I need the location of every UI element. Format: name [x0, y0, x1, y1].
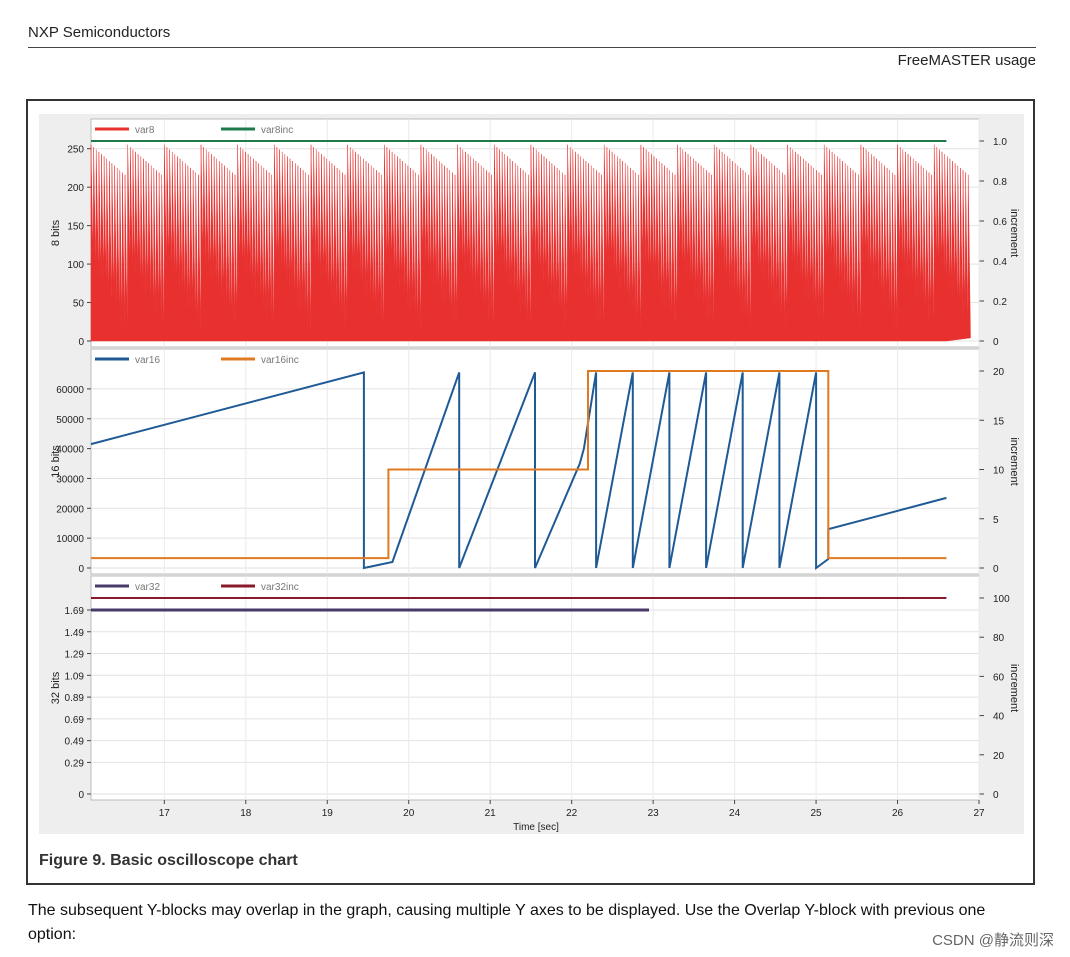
y-tick-label: 40000 [56, 445, 84, 456]
series-var16 [90, 371, 947, 570]
y-tick-label: 150 [67, 222, 84, 233]
legend-label-var32: var32 [135, 582, 160, 593]
y2-tick-label: 10 [993, 466, 1005, 477]
y-tick-label: 0.89 [65, 693, 85, 704]
y-tick-label: 0 [78, 564, 84, 575]
series-var8 [90, 144, 971, 342]
y2-tick-label: 100 [993, 594, 1010, 605]
x-tick-label: 23 [648, 808, 660, 819]
header-company: NXP Semiconductors [28, 24, 171, 41]
y2-tick-label: 0.6 [993, 217, 1007, 228]
y2-tick-label: 20 [993, 367, 1005, 378]
y-tick-label: 1.29 [65, 650, 85, 661]
y-tick-label: 100 [67, 260, 84, 271]
y2-tick-label: 1.0 [993, 137, 1007, 148]
y-tick-label: 200 [67, 183, 84, 194]
x-tick-label: 25 [811, 808, 823, 819]
y2-tick-label: 5 [993, 515, 999, 526]
y2-axis-label: increment [1008, 664, 1020, 712]
y2-tick-label: 0 [993, 564, 999, 575]
y-tick-label: 10000 [56, 534, 84, 545]
series-var16inc [91, 370, 947, 560]
y2-tick-label: 40 [993, 712, 1005, 723]
y2-tick-label: 20 [993, 751, 1005, 762]
y-axis-label: 8 bits [50, 219, 62, 246]
y-tick-label: 30000 [56, 474, 84, 485]
x-tick-label: 21 [485, 808, 497, 819]
y2-tick-label: 15 [993, 416, 1005, 427]
x-tick-label: 17 [159, 808, 171, 819]
x-tick-label: 22 [566, 808, 578, 819]
y-tick-label: 1.69 [65, 606, 85, 617]
figure-caption: Figure 9. Basic oscilloscope chart [39, 852, 298, 869]
legend-label-var16: var16 [135, 355, 160, 366]
x-tick-label: 19 [322, 808, 334, 819]
y2-axis-label: increment [1008, 437, 1020, 485]
y2-tick-label: 0.8 [993, 177, 1007, 188]
y2-tick-label: 80 [993, 633, 1005, 644]
y-tick-label: 50000 [56, 415, 84, 426]
x-tick-label: 24 [729, 808, 741, 819]
x-axis-label: Time [sec] [513, 822, 559, 833]
y2-tick-label: 0.2 [993, 297, 1007, 308]
oscilloscope-chart: 0 50 100 150 200 250 0 0.2 0.4 0.6 0.8 1.0 8 bits inc… [39, 114, 1024, 834]
y-tick-label: 60000 [56, 385, 84, 396]
y-tick-label: 0.49 [65, 737, 85, 748]
x-tick-label: 18 [240, 808, 252, 819]
x-tick-label: 20 [403, 808, 415, 819]
y2-tick-label: 0.4 [993, 257, 1007, 268]
y-tick-label: 0.69 [65, 715, 85, 726]
y-tick-label: 1.09 [65, 671, 85, 682]
y-axis-label: 32 bits [50, 671, 62, 704]
y-axis-label: 16 bits [50, 445, 62, 478]
legend-label-var32inc: var32inc [261, 582, 299, 593]
header-section: FreeMASTER usage [897, 52, 1036, 69]
y-tick-label: 0.29 [65, 758, 85, 769]
watermark: CSDN @静流则深 [932, 932, 1054, 949]
x-tick-label: 27 [973, 808, 985, 819]
y-tick-label: 250 [67, 145, 84, 156]
figure-box: 0 50 100 150 200 250 0 0.2 0.4 0.6 0.8 1.0 8 bits inc… [26, 99, 1035, 885]
y2-tick-label: 60 [993, 672, 1005, 683]
y-tick-label: 50 [73, 299, 85, 310]
legend-label-var8inc: var8inc [261, 125, 293, 136]
y2-axis-label: increment [1008, 209, 1020, 257]
y2-tick-label: 0 [993, 790, 999, 801]
legend-label-var8: var8 [135, 125, 155, 136]
y-tick-label: 20000 [56, 504, 84, 515]
header-rule [28, 47, 1036, 48]
y-tick-label: 0 [78, 337, 84, 348]
y-tick-label: 1.49 [65, 628, 85, 639]
y-tick-label: 0 [78, 790, 84, 801]
legend-label-var16inc: var16inc [261, 355, 299, 366]
x-tick-label: 26 [892, 808, 904, 819]
body-paragraph: The subsequent Y-blocks may overlap in t… [28, 902, 986, 943]
y2-tick-label: 0 [993, 337, 999, 348]
